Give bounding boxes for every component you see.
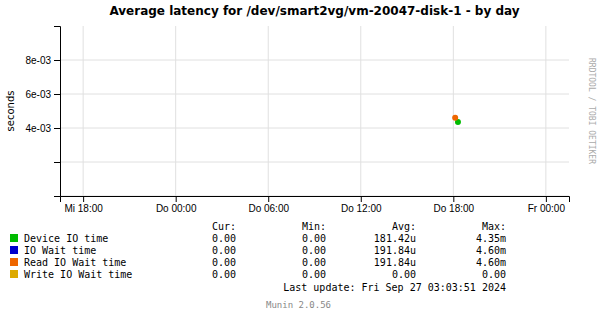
legend: Cur:Min:Avg:Max:Device IO time0.000.0018… [10,221,506,280]
legend-value: 4.60m [476,257,506,268]
tick: Do 00:00 [156,196,197,214]
tick-mark [546,196,547,202]
tick-mark [268,196,269,202]
plot-area [452,115,461,125]
tick-mark [54,196,60,197]
tick-mark [54,60,60,61]
legend-swatch [10,246,18,254]
grid-line [83,26,84,196]
legend-value: 4.60m [476,245,506,256]
tick-label: Mi 18:00 [64,203,103,214]
x-axis: Mi 18:00 Do 00:00 Do 06:00 Do 12:00 Do 18:00… [61,196,570,214]
tick-label: 6e-03 [25,89,51,100]
axis-line [54,27,61,197]
annotation: RRDTOOL / TOBI OETIKER [587,58,596,164]
tick: Do 18:00 [434,196,475,214]
grid-line [60,60,569,61]
grid-line [545,26,546,196]
grid-line [60,128,569,129]
legend-header: Avg: [392,221,416,232]
legend-swatch [10,234,18,242]
series [452,115,458,121]
tick-label: 8e-03 [25,55,51,66]
grid [60,26,569,196]
tick [54,162,60,163]
tick: Do 12:00 [341,196,382,214]
legend-value: 0.00 [212,233,236,244]
legend-value: 0.00 [212,245,236,256]
tick-mark [176,196,177,202]
legend-entry: Write IO Wait time [24,269,132,280]
legend-value: 0.00 [302,245,326,256]
legend-value: 4.35m [476,233,506,244]
legend-value: 0.00 [302,257,326,268]
tick: Do 06:00 [248,196,289,214]
legend-value: 0.00 [482,269,506,280]
tick-mark [453,196,454,202]
tick: 4e-03 [25,123,60,134]
axis-line [61,197,570,203]
tick-label: Do 00:00 [156,203,197,214]
legend-value: 191.84u [374,245,416,256]
title: Average latency for /dev/smart2vg/vm-200… [109,4,519,18]
tick: Fr 00:00 [528,196,566,214]
tick-label: Do 12:00 [341,203,382,214]
grid-line [360,26,361,196]
legend-value: 0.00 [302,269,326,280]
legend-swatch [10,270,18,278]
tick-label: Do 06:00 [248,203,289,214]
tick-label: Do 18:00 [434,203,475,214]
legend-entry: Device IO time [24,233,108,244]
point [452,115,458,121]
legend-entry: IO Wait time [24,245,96,256]
tick-label: Fr 00:00 [528,203,566,214]
tick-mark [54,94,60,95]
legend-swatch [10,258,18,266]
legend-value: 0.00 [212,257,236,268]
y-axis: 4e-03 6e-03 8e-03 [25,27,60,197]
grid-line [60,162,569,163]
tick: 6e-03 [25,89,60,100]
chart: Mi 18:00 Do 00:00 Do 06:00 Do 12:00 Do 18:00… [0,0,597,311]
annotation: Last update: Fri Sep 27 03:03:51 2024 [283,282,506,293]
tick: 8e-03 [25,55,60,66]
tick-mark [361,196,362,202]
tick-mark [54,128,60,129]
legend-value: 0.00 [212,269,236,280]
legend-header: Min: [302,221,326,232]
tick-label: 4e-03 [25,123,51,134]
grid-line [60,94,569,95]
legend-header: Cur: [212,221,236,232]
legend-header: Max: [482,221,506,232]
legend-value: 181.42u [374,233,416,244]
tick-mark [83,196,84,202]
grid-line [268,26,269,196]
legend-value: 0.00 [392,269,416,280]
annotation: Munin 2.0.56 [266,300,331,310]
legend-entry: Read IO Wait time [24,257,126,268]
tick [54,196,60,197]
y-axis-title: seconds [5,91,16,132]
grid-line [453,26,454,196]
tick-mark [54,162,60,163]
grid-line [175,26,176,196]
legend-value: 0.00 [302,233,326,244]
legend-value: 191.84u [374,257,416,268]
tick: Mi 18:00 [64,196,103,214]
